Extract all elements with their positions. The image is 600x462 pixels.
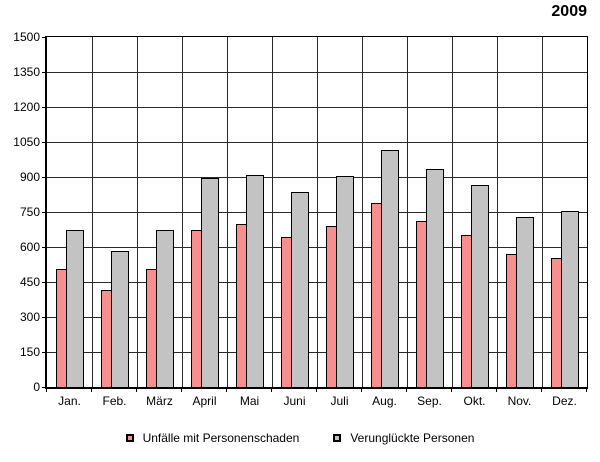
bar-verungglueckte-Juli	[336, 175, 354, 387]
y-axis-tick	[42, 212, 47, 213]
bar-verungglueckte-Aug.	[381, 150, 399, 387]
gridline-vertical	[451, 37, 453, 387]
y-axis-tick	[42, 387, 47, 388]
bar-verungglueckte-Dez.	[561, 210, 579, 387]
gridline-vertical	[91, 37, 93, 387]
y-axis-tick-label: 450	[19, 275, 40, 289]
bar-verungglueckte-Mai	[246, 174, 264, 387]
gridline-vertical	[496, 37, 498, 387]
y-axis-tick-label: 300	[19, 310, 40, 324]
y-axis-tick	[42, 352, 47, 353]
x-axis-tick	[316, 389, 317, 392]
x-axis-tick	[91, 389, 92, 392]
chart-title: 2009	[551, 3, 587, 20]
bar-verungglueckte-Nov.	[516, 216, 534, 387]
y-axis-tick	[42, 142, 47, 143]
x-axis-label: Nov.	[507, 394, 532, 408]
bar-verungglueckte-Feb.	[111, 250, 129, 387]
gridline-vertical	[316, 37, 318, 387]
y-axis-tick	[42, 282, 47, 283]
x-axis-label: März	[146, 394, 173, 408]
x-axis-tick	[451, 389, 452, 392]
x-axis-tick	[181, 389, 182, 392]
y-axis-tick-label: 900	[19, 170, 40, 184]
x-axis-tick	[226, 389, 227, 392]
x-axis-tick	[46, 389, 47, 392]
legend-entry-unfaelle: Unfälle mit Personenschaden	[125, 431, 300, 445]
bar-verungglueckte-Sep.	[426, 168, 444, 387]
x-axis-label: Sep.	[417, 394, 442, 408]
x-axis-label: Aug.	[372, 394, 397, 408]
y-axis-tick-label: 1050	[13, 135, 40, 149]
legend: Unfälle mit Personenschaden Verunglückte…	[0, 431, 600, 445]
legend-marker-verungglueckte-icon	[333, 434, 342, 442]
legend-marker-unfaelle-icon	[125, 434, 134, 442]
bar-verungglueckte-Juni	[291, 192, 309, 387]
gridline-vertical	[181, 37, 183, 387]
y-axis-tick	[42, 72, 47, 73]
gridline-vertical	[271, 37, 273, 387]
y-axis-tick	[42, 247, 47, 248]
y-axis-tick-label: 150	[19, 345, 40, 359]
gridline-vertical	[406, 37, 408, 387]
bar-verungglueckte-April	[201, 178, 219, 387]
x-axis-tick	[541, 389, 542, 392]
y-axis-tick-label: 1350	[13, 65, 40, 79]
y-axis-tick-label: 0	[33, 380, 40, 394]
legend-label-verungglueckte: Verunglückte Personen	[350, 431, 475, 445]
x-axis-tick	[361, 389, 362, 392]
x-axis-label: Jan.	[58, 394, 81, 408]
x-axis-label: Okt.	[463, 394, 486, 408]
bar-verungglueckte-März	[156, 229, 174, 387]
bar-verungglueckte-Jan.	[66, 229, 84, 387]
y-axis-tick-label: 600	[19, 240, 40, 254]
y-axis-tick-label: 1200	[13, 100, 40, 114]
x-axis-tick	[136, 389, 137, 392]
gridline-vertical	[226, 37, 228, 387]
y-axis-tick	[42, 107, 47, 108]
gridline-vertical	[541, 37, 543, 387]
plot-area	[45, 36, 588, 389]
x-axis-label: April	[192, 394, 217, 408]
x-axis-label: Mai	[239, 394, 260, 408]
x-axis-label: Juli	[330, 394, 349, 408]
y-axis-tick-label: 1500	[13, 30, 40, 44]
y-axis-tick	[42, 37, 47, 38]
legend-entry-verungglueckte: Verunglückte Personen	[333, 431, 474, 445]
y-axis-tick-label: 750	[19, 205, 40, 219]
bar-verungglueckte-Okt.	[471, 185, 489, 387]
gridline-vertical	[361, 37, 363, 387]
x-axis-tick	[586, 389, 587, 392]
y-axis-tick	[42, 317, 47, 318]
x-axis-tick	[406, 389, 407, 392]
x-axis-tick	[271, 389, 272, 392]
y-axis-tick	[42, 177, 47, 178]
x-axis-label: Feb.	[102, 394, 127, 408]
legend-label-unfaelle: Unfälle mit Personenschaden	[142, 431, 300, 445]
gridline-vertical	[136, 37, 138, 387]
x-axis-label: Juni	[283, 394, 306, 408]
x-axis-tick	[496, 389, 497, 392]
x-axis-label: Dez.	[552, 394, 577, 408]
